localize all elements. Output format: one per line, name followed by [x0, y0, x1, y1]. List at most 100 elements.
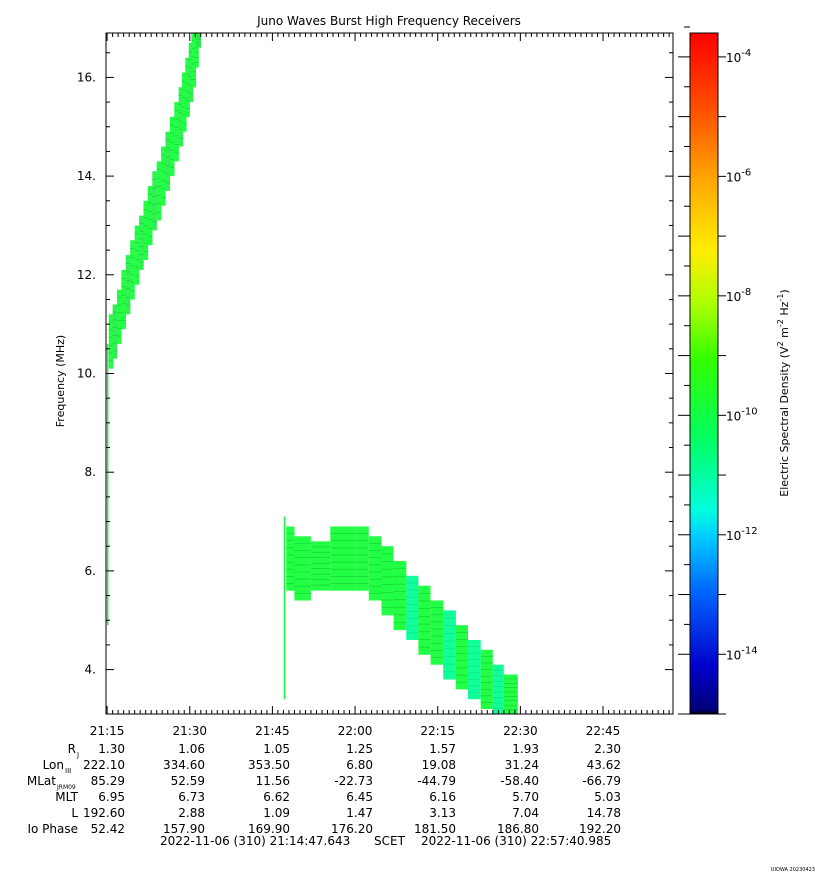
y-axis: 4. 6. 8. 10. 12. 14. 16.	[77, 52, 673, 677]
y-tick-label: 12.	[77, 268, 96, 282]
colorbar-tick-label: 10-4	[726, 48, 751, 65]
ephemeris-value: 52.42	[91, 822, 125, 836]
spectrogram-data	[106, 33, 518, 714]
ephemeris-value: 31.24	[505, 758, 539, 772]
y-tick-label: 4.	[85, 663, 96, 677]
emission-2-cell	[418, 585, 431, 655]
ephemeris-value: 6.45	[346, 790, 373, 804]
x-tick-label: 21:15	[90, 724, 125, 738]
ephemeris-row-label: MLat	[27, 774, 56, 788]
colorbar-label: Electric Spectral Density (V2 m-2 Hz-1)	[776, 289, 791, 496]
colorbar-tick-label: 10-8	[726, 287, 751, 304]
ephemeris-row-label-sub: III	[65, 767, 71, 775]
ephemeris-value: 14.78	[587, 806, 621, 820]
emission-1-cell	[108, 314, 114, 369]
colorbar-label-end: )	[778, 289, 791, 293]
chart-title: Juno Waves Burst High Frequency Receiver…	[256, 14, 521, 28]
footer-start-time: 2022-11-06 (310) 21:14:47.643	[160, 834, 350, 848]
ephemeris-row-label-sub: JRM09	[56, 784, 76, 791]
emission-1-cell	[125, 255, 131, 315]
ephemeris-value: 5.03	[594, 790, 621, 804]
x-tick-label: 21:45	[255, 724, 290, 738]
colorbar-axis: 10-4 10-6 10-8 10-10 10-12 10-14	[678, 26, 758, 715]
ephemeris-value: -66.79	[582, 774, 621, 788]
emission-2-cell	[455, 625, 468, 690]
colorbar-tick-label: 10-10	[726, 406, 758, 423]
emission-2-cell	[381, 546, 394, 616]
emission-1-cell	[156, 161, 162, 221]
ephemeris-value: 1.25	[346, 742, 373, 756]
ephemeris-row-label: Lon	[43, 758, 64, 772]
ephemeris-row-label: R	[68, 742, 76, 756]
ephemeris-value: 6.95	[98, 790, 125, 804]
colorbar-label-mid: m	[778, 327, 791, 341]
emission-2-cell	[330, 526, 345, 591]
emission-1-cell	[134, 225, 140, 285]
ephemeris-value: 2.30	[594, 742, 621, 756]
y-axis-label: Frequency (MHz)	[54, 335, 67, 427]
emission-1-cell	[117, 289, 122, 344]
y-tick-label: 8.	[85, 465, 96, 479]
ephemeris-value: 52.59	[171, 774, 205, 788]
emission-2-cell	[503, 674, 518, 714]
emission-2-cell	[311, 541, 331, 591]
emission-2-cell	[430, 600, 444, 665]
x-tick-label: 22:45	[586, 724, 621, 738]
emission-1-cell	[165, 131, 171, 191]
ephemeris-value: 6.62	[263, 790, 290, 804]
emission-1-cell	[174, 102, 179, 162]
y-tick-label: 6.	[85, 564, 96, 578]
footer-stamp: UIOWA 20230423	[771, 867, 815, 873]
emission-2-cell	[468, 640, 481, 700]
ephemeris-value: 11.56	[256, 774, 290, 788]
ephemeris-value: 1.47	[346, 806, 373, 820]
x-tick-label: 21:30	[172, 724, 207, 738]
x-tick-label: 22:30	[503, 724, 538, 738]
emission-1-cell	[139, 215, 144, 270]
ephemeris-value: 1.09	[263, 806, 290, 820]
emission-2-cell	[368, 536, 382, 601]
ephemeris-value: 1.05	[263, 742, 290, 756]
ephemeris-row-label: MLT	[55, 790, 78, 804]
ephemeris-value: 3.13	[429, 806, 456, 820]
ephemeris-value: -58.40	[500, 774, 539, 788]
ephemeris-value: 181.50	[414, 822, 456, 836]
footer-end-time: 2022-11-06 (310) 22:57:40.985	[421, 834, 611, 848]
emission-1-cell	[112, 304, 118, 359]
emission-2-cell	[356, 526, 369, 591]
ephemeris-row-label: L	[71, 806, 78, 820]
ephemeris-value: 186.80	[497, 822, 539, 836]
ephemeris-table: R J 1.30 1.06 1.05 1.25 1.57 1.93 2.30 Lon III 222.…	[27, 742, 621, 836]
ephemeris-value: 157.90	[163, 822, 205, 836]
ephemeris-value: -22.73	[334, 774, 373, 788]
emission-2-cell	[286, 526, 295, 591]
colorbar-tick-label: 10-14	[726, 645, 758, 662]
footer-scet-label: SCET	[374, 834, 406, 848]
emission-2-cell	[406, 575, 419, 640]
y-tick-label: 10.	[77, 367, 96, 381]
colorbar-label-hz: Hz	[778, 301, 791, 319]
emission-1-cell	[143, 200, 149, 260]
ephemeris-row-label-sub: J	[76, 751, 79, 759]
ephemeris-value: 85.29	[91, 774, 125, 788]
emission-2-cell	[443, 610, 456, 680]
ephemeris-value: 176.20	[331, 822, 373, 836]
x-tick-label: 22:00	[338, 724, 373, 738]
x-tick-label: 22:15	[420, 724, 455, 738]
emission-1-cell	[185, 57, 190, 117]
ephemeris-value: 169.90	[248, 822, 290, 836]
y-tick-label: 16.	[77, 70, 96, 84]
emission-1-cell	[178, 87, 184, 147]
emission-2-cell	[480, 649, 493, 709]
ephemeris-value: 7.04	[512, 806, 539, 820]
colorbar-tick-label: 10-12	[726, 526, 758, 543]
y-tick-label: 14.	[77, 169, 96, 183]
emission-1-cell	[130, 240, 135, 300]
emission-1-cell	[152, 171, 157, 231]
emission-2-cell	[344, 526, 357, 591]
ephemeris-value: 2.88	[178, 806, 205, 820]
ephemeris-value: 6.80	[346, 758, 373, 772]
ephemeris-value: 353.50	[248, 758, 290, 772]
emission-1-cell	[188, 42, 194, 103]
